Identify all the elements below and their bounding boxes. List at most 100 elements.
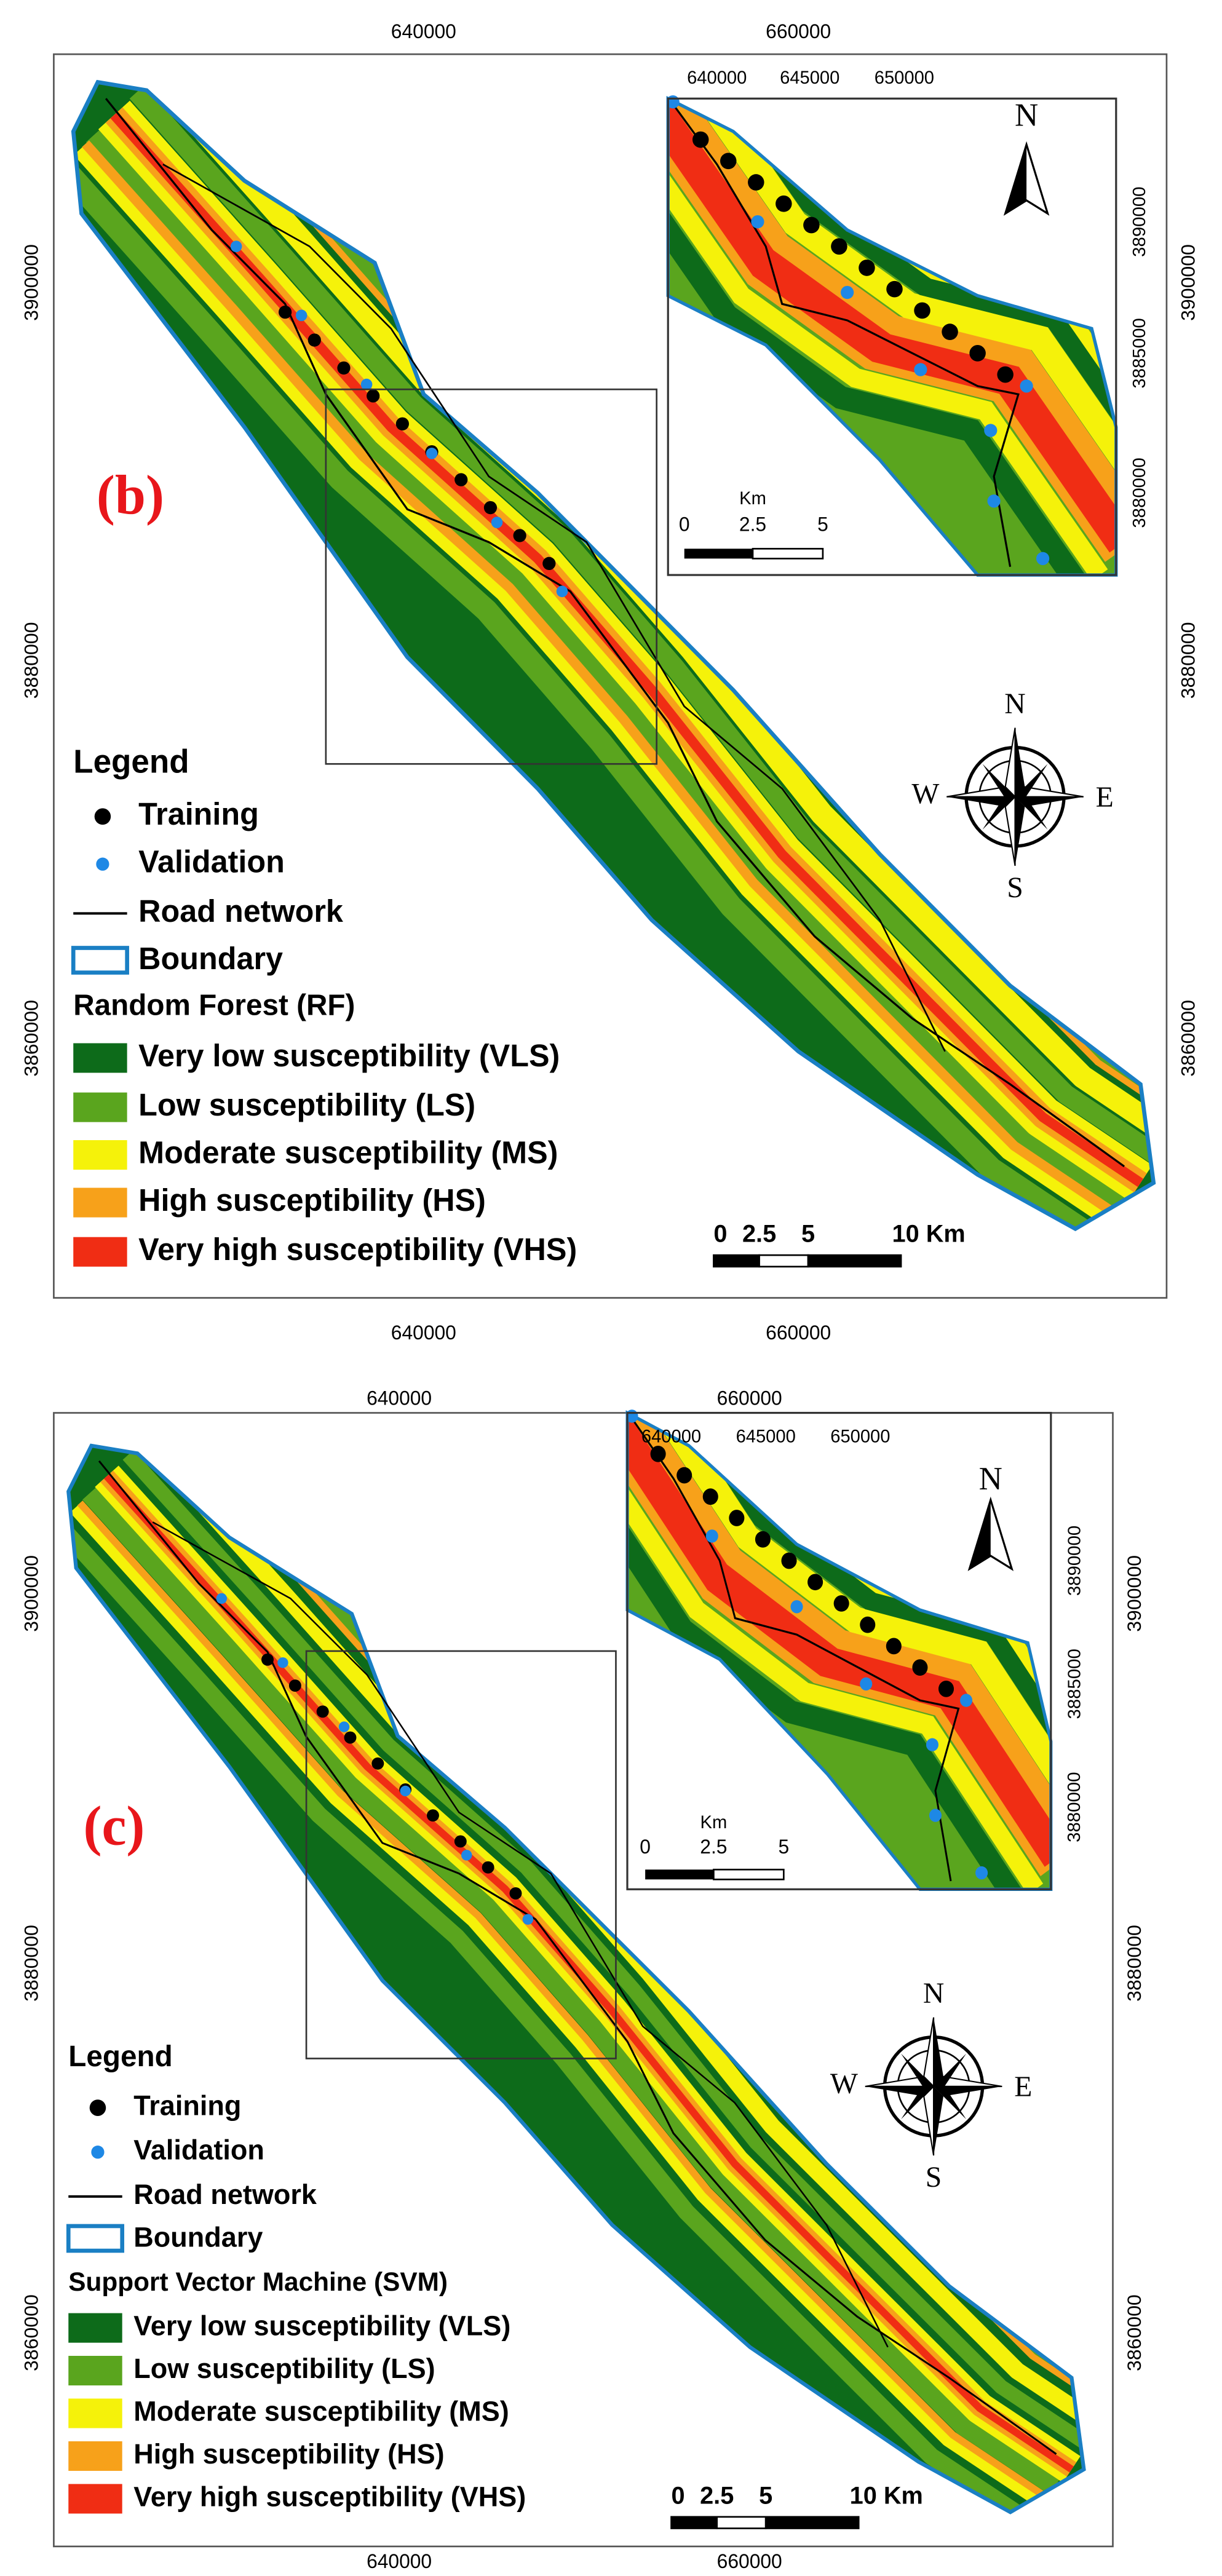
training-point bbox=[886, 1638, 902, 1655]
training-point bbox=[803, 216, 820, 234]
compass-point bbox=[946, 796, 1015, 807]
right-tick-label: 3880000 bbox=[1177, 622, 1199, 699]
legend-class: Very high susceptibility (VHS) bbox=[133, 2481, 526, 2512]
compass-point bbox=[1015, 796, 1025, 866]
training-point bbox=[288, 1679, 301, 1692]
scale-label: 10 Km bbox=[850, 2482, 923, 2509]
right-tick-label: 3900000 bbox=[1123, 1555, 1145, 1632]
training-point bbox=[395, 417, 409, 430]
legend-class-swatch bbox=[68, 2441, 122, 2471]
training-point bbox=[912, 1659, 928, 1676]
validation-point bbox=[790, 1600, 803, 1614]
scale-label: 2.5 bbox=[700, 2482, 734, 2509]
legend-item: Boundary bbox=[138, 941, 283, 976]
legend-item: Training bbox=[133, 2090, 241, 2121]
training-point bbox=[307, 333, 321, 347]
training-point bbox=[367, 389, 380, 403]
frame bbox=[53, 1412, 1114, 2548]
scale-bar bbox=[807, 1254, 902, 1268]
compass-point bbox=[865, 2086, 934, 2096]
inset-top-tick-label: 650000 bbox=[875, 68, 934, 88]
compass-point bbox=[1015, 764, 1048, 804]
compass-e: E bbox=[1014, 2071, 1032, 2103]
inset-top-tick-label: 640000 bbox=[687, 68, 747, 88]
inset-scale-label: 2.5 bbox=[700, 1836, 727, 1858]
inset-right-tick-label: 3885000 bbox=[1130, 318, 1149, 388]
inset-right-tick-label: 3880000 bbox=[1130, 458, 1149, 528]
legend-item: Training bbox=[138, 796, 259, 831]
top-tick-label: 660000 bbox=[717, 1387, 782, 1409]
inset-scale-unit: Km bbox=[700, 1813, 728, 1833]
inset-road bbox=[670, 101, 1020, 567]
training-point bbox=[344, 1731, 357, 1744]
legend-title: Legend bbox=[68, 2040, 173, 2073]
compass-point bbox=[934, 2086, 943, 2156]
susceptibility-band bbox=[73, 159, 1096, 1229]
training-point bbox=[859, 260, 875, 276]
susceptibility-band bbox=[627, 1459, 1031, 1890]
legend-item: Road network bbox=[133, 2179, 317, 2210]
validation-point bbox=[277, 1657, 288, 1668]
inset-scale-unit: Km bbox=[739, 489, 766, 509]
compass-w: W bbox=[911, 778, 940, 810]
inset-scale-label: 5 bbox=[778, 1836, 789, 1858]
validation-point bbox=[705, 1529, 718, 1543]
bottom-tick-label: 640000 bbox=[391, 1322, 456, 1344]
legend-class-swatch bbox=[73, 1140, 127, 1170]
inset-scale-bar bbox=[752, 547, 824, 560]
right-tick-label: 3860000 bbox=[1123, 2294, 1145, 2371]
validation-point bbox=[461, 1850, 472, 1861]
training-point bbox=[755, 1531, 771, 1548]
susceptibility-band bbox=[104, 1473, 1074, 2473]
training-point bbox=[702, 1488, 718, 1505]
scale-label: 10 Km bbox=[892, 1220, 966, 1247]
inset-road bbox=[629, 1415, 960, 1882]
training-point bbox=[650, 1445, 666, 1462]
legend-validation-symbol bbox=[96, 857, 109, 871]
legend-item: Road network bbox=[138, 894, 344, 929]
validation-point bbox=[984, 424, 998, 437]
training-point bbox=[513, 529, 526, 542]
validation-point bbox=[860, 1677, 873, 1691]
training-point bbox=[938, 1681, 954, 1697]
compass-s: S bbox=[1007, 871, 1023, 904]
training-point bbox=[427, 1809, 439, 1822]
legend-class: High susceptibility (HS) bbox=[138, 1183, 486, 1218]
legend-class-swatch bbox=[73, 1187, 127, 1218]
legend-boundary-symbol bbox=[66, 2224, 125, 2253]
inset-extent bbox=[305, 1650, 617, 2059]
validation-point bbox=[1020, 379, 1033, 393]
susceptibility-band bbox=[668, 98, 1116, 553]
legend-class: Very low susceptibility (VLS) bbox=[138, 1038, 560, 1073]
inset-scale-label: 0 bbox=[679, 513, 690, 535]
panel-label: (b) bbox=[97, 464, 164, 526]
validation-point bbox=[491, 517, 503, 528]
training-point bbox=[860, 1616, 876, 1633]
compass-n: N bbox=[1004, 688, 1025, 720]
training-point bbox=[482, 1861, 494, 1874]
susceptibility-band bbox=[668, 98, 1116, 528]
compass-point bbox=[934, 2086, 1002, 2096]
inset-scale-bar bbox=[645, 1869, 714, 1880]
bottom-tick-label: 660000 bbox=[717, 2550, 782, 2572]
inset-north-label: N bbox=[979, 1460, 1002, 1497]
susceptibility-band bbox=[668, 125, 1108, 576]
left-tick-label: 3860000 bbox=[20, 2294, 42, 2371]
training-point bbox=[831, 238, 847, 255]
left-tick-label: 3880000 bbox=[20, 1925, 42, 2002]
validation-point bbox=[1036, 552, 1050, 566]
validation-point bbox=[556, 585, 568, 598]
validation-point bbox=[841, 285, 854, 299]
north-arrow-half bbox=[969, 1500, 991, 1569]
right-tick-label: 3860000 bbox=[1177, 1000, 1199, 1077]
compass-point bbox=[982, 764, 1015, 804]
legend-class: Low susceptibility (LS) bbox=[133, 2353, 435, 2384]
training-point bbox=[942, 323, 958, 341]
training-point bbox=[720, 153, 737, 170]
frame bbox=[53, 53, 1168, 1299]
compass-point bbox=[901, 2053, 934, 2093]
top-tick-label: 640000 bbox=[367, 1387, 432, 1409]
scale-label: 2.5 bbox=[742, 1220, 776, 1247]
inset-top-tick-label: 640000 bbox=[641, 1427, 701, 1446]
susceptibility-band bbox=[77, 1500, 1047, 2500]
